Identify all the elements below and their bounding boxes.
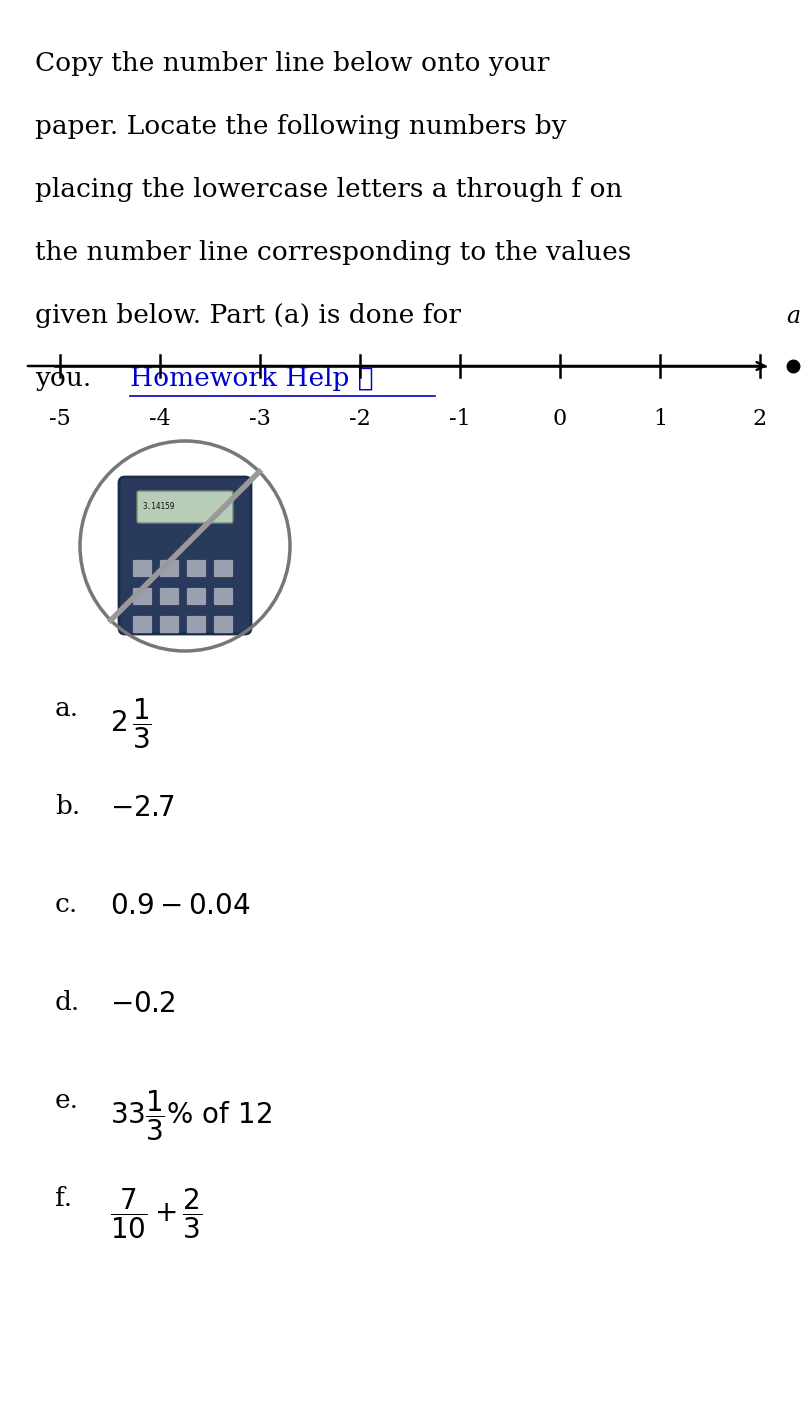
Text: 2: 2	[753, 408, 767, 430]
Text: b.: b.	[55, 794, 80, 820]
FancyBboxPatch shape	[159, 587, 179, 605]
Text: -2: -2	[349, 408, 371, 430]
Text: $\dfrac{7}{10} + \dfrac{2}{3}$: $\dfrac{7}{10} + \dfrac{2}{3}$	[110, 1187, 203, 1241]
Text: $2\,\dfrac{1}{3}$: $2\,\dfrac{1}{3}$	[110, 696, 152, 751]
Text: Copy the number line below onto your: Copy the number line below onto your	[35, 50, 549, 76]
Text: -5: -5	[49, 408, 71, 430]
FancyBboxPatch shape	[187, 559, 207, 577]
Text: -4: -4	[149, 408, 170, 430]
Text: the number line corresponding to the values: the number line corresponding to the val…	[35, 240, 631, 265]
Text: 3.14159: 3.14159	[142, 503, 175, 511]
FancyBboxPatch shape	[137, 490, 233, 523]
FancyBboxPatch shape	[119, 476, 251, 635]
Text: 0: 0	[553, 408, 567, 430]
Text: paper. Locate the following numbers by: paper. Locate the following numbers by	[35, 113, 566, 139]
FancyBboxPatch shape	[133, 559, 153, 577]
FancyBboxPatch shape	[213, 559, 234, 577]
Text: a.: a.	[55, 696, 79, 722]
FancyBboxPatch shape	[159, 615, 179, 633]
Text: d.: d.	[55, 991, 80, 1014]
Text: you.: you.	[35, 366, 108, 391]
FancyBboxPatch shape	[213, 587, 234, 605]
Text: $33\dfrac{1}{3}\%\ \mathrm{of}\ 12$: $33\dfrac{1}{3}\%\ \mathrm{of}\ 12$	[110, 1089, 272, 1143]
Text: given below. Part (a) is done for: given below. Part (a) is done for	[35, 303, 461, 328]
Text: placing the lowercase letters a through f on: placing the lowercase letters a through …	[35, 177, 622, 202]
Text: a: a	[786, 305, 801, 328]
Text: e.: e.	[55, 1089, 79, 1112]
Text: c.: c.	[55, 892, 78, 918]
Text: -3: -3	[249, 408, 271, 430]
Text: $0.9 - 0.04$: $0.9 - 0.04$	[110, 892, 250, 920]
FancyBboxPatch shape	[187, 587, 207, 605]
Text: $-0.2$: $-0.2$	[110, 991, 175, 1019]
Text: f.: f.	[55, 1187, 72, 1210]
Text: 1: 1	[653, 408, 667, 430]
FancyBboxPatch shape	[187, 615, 207, 633]
FancyBboxPatch shape	[159, 559, 179, 577]
FancyBboxPatch shape	[133, 587, 153, 605]
FancyBboxPatch shape	[133, 615, 153, 633]
FancyBboxPatch shape	[213, 615, 234, 633]
Text: Homework Help ✎: Homework Help ✎	[130, 366, 373, 391]
Text: -1: -1	[449, 408, 471, 430]
Text: $-2.7$: $-2.7$	[110, 794, 175, 822]
